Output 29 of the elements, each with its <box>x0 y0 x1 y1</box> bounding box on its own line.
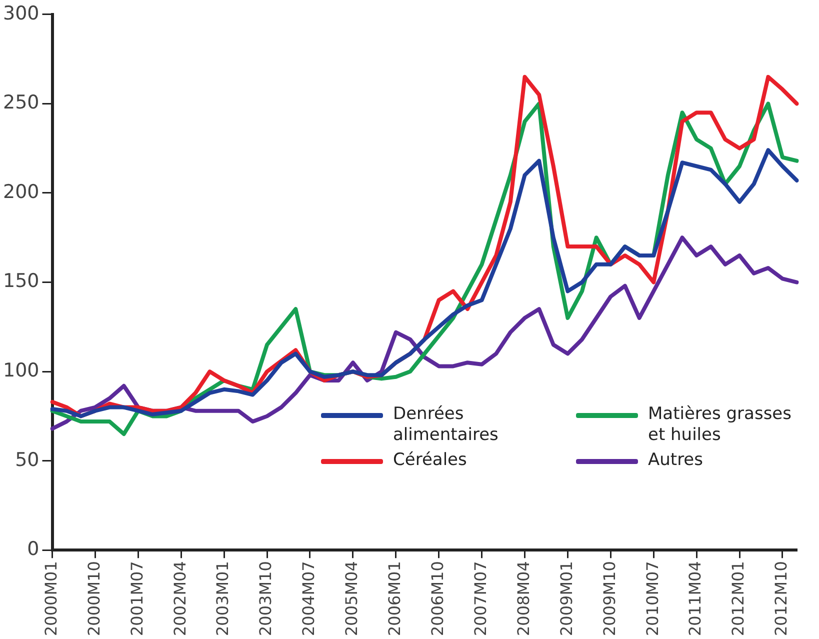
x-tick-label: 2006M01 <box>385 561 404 636</box>
y-tick-label: 0 <box>27 538 40 560</box>
x-tick-label: 2006M10 <box>428 561 448 636</box>
legend-label: Céréales <box>393 450 467 471</box>
x-tick-label: 2000M10 <box>84 561 104 636</box>
x-tick-label: 2009M10 <box>600 561 619 636</box>
x-tick-label: 2000M01 <box>41 561 60 636</box>
y-tick-label: 50 <box>15 448 40 471</box>
x-tick-label: 2003M10 <box>256 561 276 636</box>
x-tick-label: 2004M07 <box>299 561 318 636</box>
x-tick-label: 2007M07 <box>470 561 490 636</box>
y-tick-label: 200 <box>3 180 40 203</box>
y-tick-label: 100 <box>3 359 40 382</box>
x-tick-label: 2012M01 <box>728 561 748 636</box>
legend-label: Matières grasses et huiles <box>648 404 792 446</box>
y-tick-label: 250 <box>3 92 40 114</box>
y-tick-label: 150 <box>3 270 40 292</box>
legend-label: Denrées alimentaires <box>393 404 500 446</box>
x-tick-label: 2005M04 <box>342 561 362 636</box>
x-tick-label: 2012M10 <box>772 561 791 636</box>
x-tick-label: 2011M04 <box>686 561 705 636</box>
x-tick-label: 2002M04 <box>170 561 190 636</box>
x-tick-label: 2010M07 <box>642 561 662 636</box>
y-tick-label: 300 <box>3 2 40 24</box>
x-tick-label: 2001M07 <box>127 561 146 636</box>
legend-label: Autres <box>648 450 704 471</box>
x-tick-label: 2009M01 <box>556 561 576 636</box>
x-tick-label: 2003M01 <box>213 561 232 636</box>
x-tick-label: 2008M04 <box>514 561 533 636</box>
